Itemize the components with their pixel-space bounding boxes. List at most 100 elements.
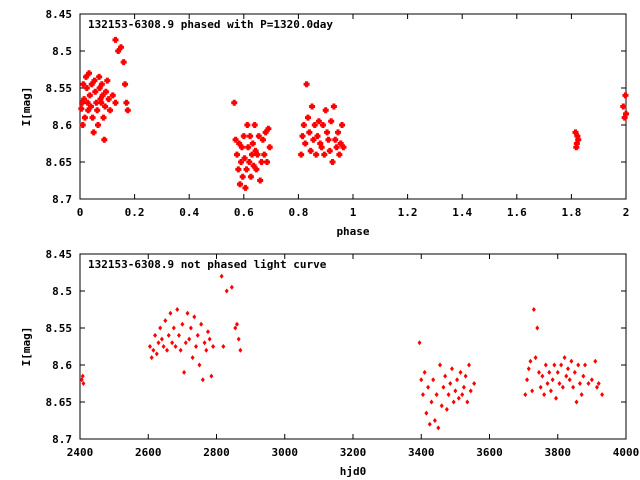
data-point bbox=[159, 336, 164, 342]
data-point bbox=[461, 384, 466, 390]
data-point bbox=[265, 125, 272, 132]
y-tick-label: 8.7 bbox=[52, 433, 72, 446]
data-point bbox=[234, 321, 239, 327]
data-point bbox=[463, 373, 468, 379]
data-point bbox=[99, 92, 106, 99]
data-point bbox=[427, 421, 432, 427]
data-point bbox=[340, 144, 347, 151]
data-point bbox=[620, 103, 627, 110]
y-axis-label: I[mag] bbox=[20, 327, 33, 367]
data-point bbox=[314, 133, 321, 140]
data-point bbox=[166, 332, 171, 338]
x-tick-label: 2800 bbox=[203, 446, 230, 459]
y-tick-label: 8.5 bbox=[52, 45, 72, 58]
data-point bbox=[538, 384, 543, 390]
data-point bbox=[310, 136, 317, 143]
data-point bbox=[149, 355, 154, 361]
x-axis-label: phase bbox=[336, 225, 369, 238]
y-tick-label: 8.7 bbox=[52, 193, 72, 206]
data-point bbox=[195, 332, 200, 338]
data-point bbox=[254, 151, 261, 158]
data-point bbox=[528, 358, 533, 364]
data-point bbox=[523, 392, 528, 398]
data-point bbox=[236, 181, 243, 188]
data-point bbox=[579, 392, 584, 398]
data-point bbox=[332, 136, 339, 143]
data-point bbox=[439, 403, 444, 409]
data-point bbox=[81, 381, 86, 386]
data-point bbox=[229, 284, 234, 290]
data-point bbox=[623, 110, 629, 117]
data-point bbox=[101, 136, 108, 143]
x-tick-label: 0.6 bbox=[234, 206, 254, 219]
data-point bbox=[324, 129, 331, 136]
data-point bbox=[96, 73, 103, 80]
data-point bbox=[98, 99, 105, 106]
data-point bbox=[576, 362, 581, 368]
y-tick-label: 8.6 bbox=[52, 359, 72, 372]
data-point bbox=[322, 107, 329, 114]
x-tick-label: 3600 bbox=[476, 446, 503, 459]
data-point bbox=[249, 140, 256, 147]
data-point bbox=[183, 340, 188, 346]
data-point bbox=[107, 107, 114, 114]
data-point bbox=[170, 340, 175, 346]
data-point bbox=[600, 392, 605, 398]
data-point bbox=[565, 366, 570, 372]
data-point bbox=[185, 310, 190, 316]
data-point bbox=[154, 351, 159, 357]
x-tick-label: 0.4 bbox=[179, 206, 199, 219]
data-point bbox=[530, 388, 535, 394]
data-point bbox=[554, 395, 559, 401]
data-point bbox=[547, 369, 552, 375]
data-point bbox=[247, 133, 254, 140]
data-points bbox=[79, 273, 605, 431]
data-point bbox=[258, 159, 265, 165]
data-point bbox=[465, 399, 470, 405]
data-point bbox=[443, 373, 448, 379]
x-tick-label: 1.4 bbox=[452, 206, 472, 219]
data-point bbox=[84, 99, 91, 106]
x-tick-label: 1.8 bbox=[561, 206, 581, 219]
y-axis-label: I[mag] bbox=[20, 87, 33, 127]
data-point bbox=[564, 373, 569, 379]
data-point bbox=[102, 103, 109, 110]
data-point bbox=[182, 369, 187, 375]
x-tick-label: 3200 bbox=[340, 446, 367, 459]
data-point bbox=[251, 122, 258, 128]
y-tick-label: 8.55 bbox=[46, 322, 73, 335]
data-point bbox=[102, 88, 109, 95]
data-point bbox=[207, 336, 212, 342]
data-point bbox=[571, 384, 576, 390]
data-point bbox=[334, 129, 341, 136]
data-point bbox=[460, 392, 465, 398]
x-tick-label: 4000 bbox=[613, 446, 640, 459]
data-point bbox=[426, 384, 431, 390]
data-point bbox=[431, 377, 436, 383]
data-point bbox=[557, 381, 562, 386]
data-point bbox=[575, 136, 582, 143]
data-point bbox=[299, 133, 306, 140]
data-point bbox=[242, 184, 249, 191]
data-point bbox=[190, 355, 195, 361]
y-tick-label: 8.65 bbox=[46, 396, 73, 409]
data-point bbox=[244, 122, 251, 128]
data-point bbox=[239, 173, 246, 180]
data-point bbox=[593, 358, 598, 364]
data-point bbox=[302, 140, 309, 147]
data-point bbox=[328, 118, 335, 125]
y-tick-label: 8.45 bbox=[46, 8, 73, 21]
data-point bbox=[202, 340, 207, 346]
data-point bbox=[555, 369, 560, 375]
data-point bbox=[178, 347, 183, 353]
data-point bbox=[444, 406, 449, 412]
chart-title: 132153-6308.9 phased with P=1320.0day bbox=[88, 18, 333, 31]
data-point bbox=[80, 81, 87, 88]
data-point bbox=[298, 151, 305, 158]
data-point bbox=[451, 399, 456, 405]
x-tick-label: 0.2 bbox=[125, 206, 145, 219]
data-point bbox=[241, 155, 248, 162]
data-point bbox=[622, 92, 629, 99]
data-point bbox=[306, 129, 313, 136]
